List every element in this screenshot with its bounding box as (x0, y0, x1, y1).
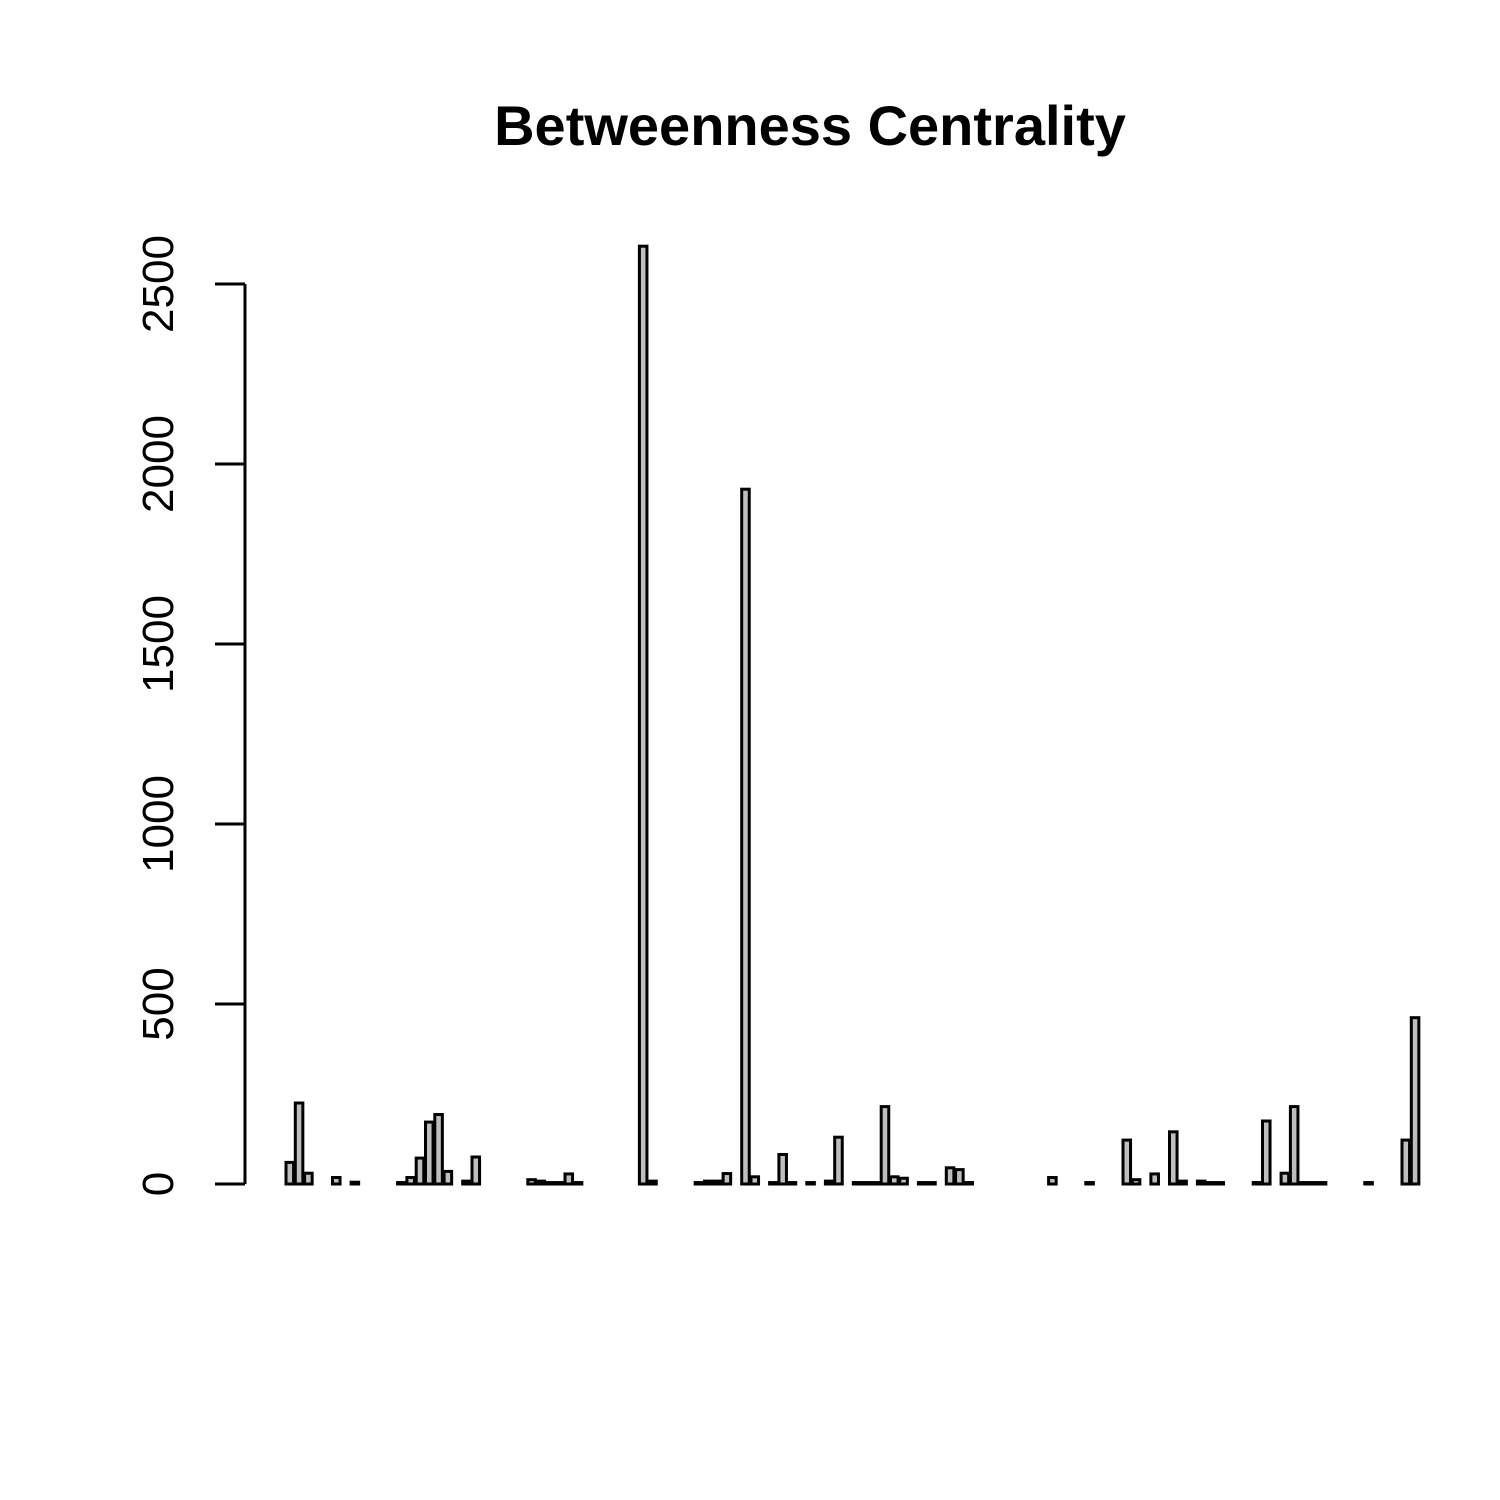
bars (284, 244, 1421, 1186)
bar (1195, 1179, 1207, 1186)
y-tick-label: 2500 (134, 235, 183, 333)
chart-title: Betweenness Centrality (494, 94, 1126, 157)
bar (1316, 1181, 1328, 1186)
bar (647, 1179, 658, 1186)
bar (1214, 1181, 1226, 1186)
bar (554, 1181, 565, 1186)
bar (944, 1166, 956, 1186)
bar (805, 1181, 816, 1186)
bar (526, 1178, 537, 1186)
y-tick-label: 1500 (134, 595, 183, 693)
bar (1084, 1181, 1095, 1186)
bar (898, 1176, 909, 1186)
bar (1251, 1181, 1263, 1186)
bar (331, 1176, 342, 1186)
bar (740, 487, 751, 1186)
bar (396, 1181, 407, 1186)
bar (1205, 1181, 1216, 1186)
bar (1363, 1181, 1374, 1186)
bar (861, 1181, 872, 1186)
bar (870, 1181, 881, 1186)
bar (535, 1179, 547, 1186)
bar (572, 1181, 584, 1186)
bar (786, 1181, 798, 1186)
bar (1149, 1172, 1160, 1186)
bar (926, 1181, 937, 1186)
bar (879, 1105, 891, 1186)
bar (703, 1179, 714, 1186)
bar (637, 244, 649, 1186)
bar (433, 1113, 444, 1186)
bar (833, 1135, 844, 1186)
bar (1168, 1130, 1179, 1186)
bar (1047, 1176, 1058, 1186)
y-tick-label: 500 (134, 967, 183, 1040)
bar (284, 1160, 296, 1186)
y-tick-label: 1000 (134, 775, 183, 873)
bar (823, 1179, 835, 1186)
bar (293, 1101, 305, 1186)
bar (712, 1179, 723, 1186)
bar (1130, 1178, 1142, 1186)
bar (851, 1181, 863, 1186)
bar (470, 1155, 482, 1186)
bar (442, 1169, 454, 1186)
bar (461, 1179, 472, 1186)
bar (777, 1152, 788, 1186)
bar (1261, 1119, 1272, 1186)
bar (1298, 1181, 1309, 1186)
bar (349, 1180, 361, 1186)
bar (1121, 1138, 1133, 1186)
bar (1279, 1171, 1291, 1186)
bar (414, 1156, 426, 1186)
bar (1177, 1179, 1188, 1186)
bar (424, 1120, 435, 1186)
bar (954, 1168, 965, 1186)
bar (1409, 1016, 1421, 1186)
bar (916, 1181, 928, 1186)
bar (768, 1181, 779, 1186)
y-axis: 0 500 1000 1500 2000 2500 (134, 235, 247, 1196)
bar (693, 1181, 705, 1186)
y-tick-label: 0 (134, 1172, 183, 1196)
bar (1307, 1181, 1319, 1186)
bar (1288, 1105, 1300, 1186)
bar (303, 1171, 314, 1186)
bar (563, 1172, 575, 1186)
bar (721, 1172, 733, 1186)
y-tick-label: 2000 (134, 415, 183, 513)
bar (405, 1176, 416, 1186)
bar (749, 1175, 761, 1186)
bar (963, 1181, 974, 1186)
bar (544, 1181, 556, 1186)
bar (1400, 1138, 1412, 1186)
bar (889, 1175, 900, 1186)
